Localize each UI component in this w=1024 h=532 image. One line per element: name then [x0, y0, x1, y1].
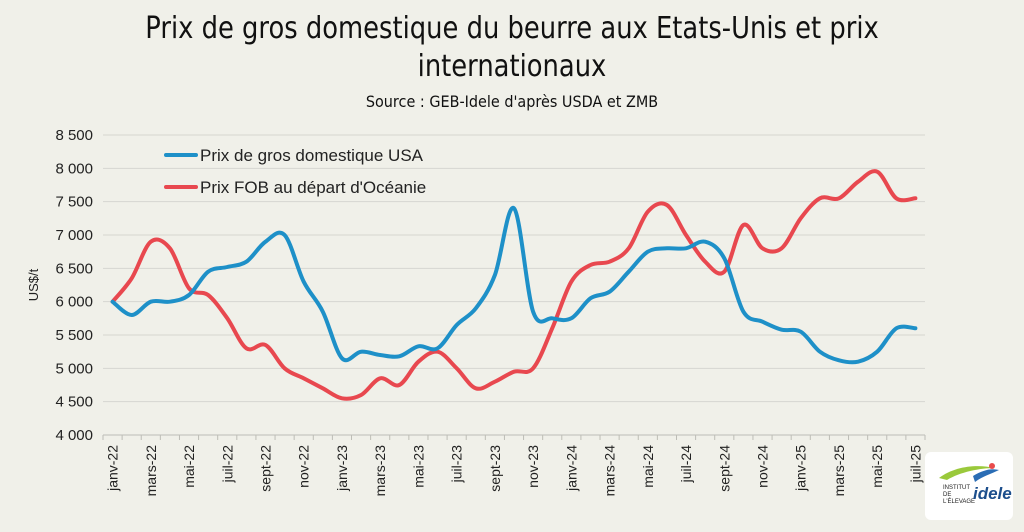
x-tick-label: mars-25 — [831, 445, 847, 497]
y-tick-label: 7 500 — [55, 194, 93, 211]
x-tick-label: mars-23 — [372, 445, 388, 497]
x-tick-label: mai-25 — [869, 445, 885, 488]
x-tick-label: janv-23 — [334, 445, 350, 492]
x-tick-label: janv-22 — [105, 445, 121, 492]
series-line-oceanie — [110, 169, 918, 401]
chart-title: Prix de gros domestique du beurre aux Et… — [145, 11, 879, 84]
legend-label: Prix de gros domestique USA — [200, 146, 424, 165]
y-tick-label: 8 500 — [55, 127, 93, 144]
idele-logo: INSTITUT DE L'ÉLEVAGE idele — [925, 452, 1013, 520]
x-tick-label: nov-24 — [755, 445, 771, 488]
y-tick-label: 5 000 — [55, 360, 93, 377]
x-tick-label: juil-25 — [907, 445, 923, 484]
x-tick-label: sept-24 — [716, 445, 732, 492]
x-tick-label: juil-24 — [678, 445, 694, 484]
x-tick-label: nov-22 — [296, 445, 312, 488]
series-line-usa — [110, 206, 918, 365]
x-tick-label: sept-23 — [487, 445, 503, 492]
x-tick-label: janv-25 — [793, 445, 809, 492]
y-tick-label: 4 000 — [55, 427, 93, 444]
x-tick-label: mai-23 — [410, 445, 426, 488]
x-tick-label: juil-23 — [449, 445, 465, 484]
y-tick-label: 4 500 — [55, 394, 93, 411]
legend-label: Prix FOB au départ d'Océanie — [200, 178, 426, 197]
y-axis-label: US$/t — [26, 268, 41, 301]
x-tick-label: mars-24 — [602, 445, 618, 497]
chart-subtitle: Source : GEB-Idele d'après USDA et ZMB — [365, 92, 659, 111]
x-tick-label: juil-22 — [219, 445, 235, 484]
x-tick-label: mai-22 — [181, 445, 197, 488]
x-tick-label: mai-24 — [640, 445, 656, 488]
x-tick-label: nov-23 — [525, 445, 541, 488]
x-tick-label: mars-22 — [143, 445, 159, 497]
y-tick-label: 5 500 — [55, 327, 93, 344]
y-tick-label: 6 000 — [55, 294, 93, 311]
y-tick-label: 6 500 — [55, 260, 93, 277]
x-tick-label: sept-22 — [257, 445, 273, 492]
x-tick-label: janv-24 — [563, 445, 579, 492]
y-tick-label: 8 000 — [55, 160, 93, 177]
logo-wordmark: idele — [973, 484, 1012, 503]
logo-caption: INSTITUT DE L'ÉLEVAGE — [943, 485, 976, 505]
y-tick-label: 7 000 — [55, 227, 93, 244]
logo-swoosh-icon — [939, 463, 999, 482]
